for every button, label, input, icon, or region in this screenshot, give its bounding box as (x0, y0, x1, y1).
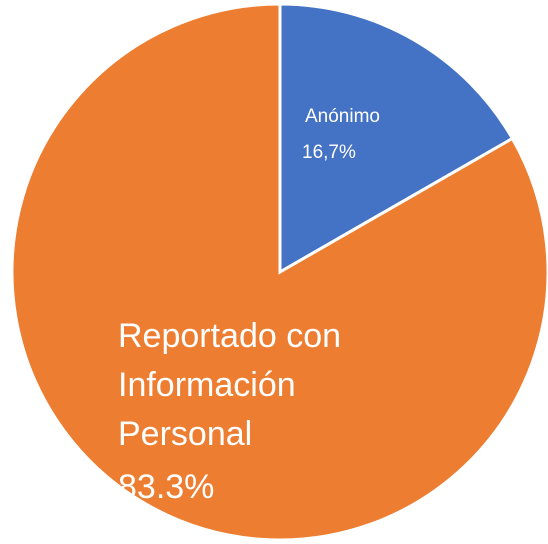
value-label: 16,7% (302, 142, 356, 163)
pie-slice (10, 2, 548, 542)
slice-label: Reportado con Información Personal (118, 317, 342, 453)
slice-label: Anónimo (305, 106, 380, 127)
value-label: 83.3% (118, 468, 215, 506)
pie-slice (278, 2, 515, 275)
